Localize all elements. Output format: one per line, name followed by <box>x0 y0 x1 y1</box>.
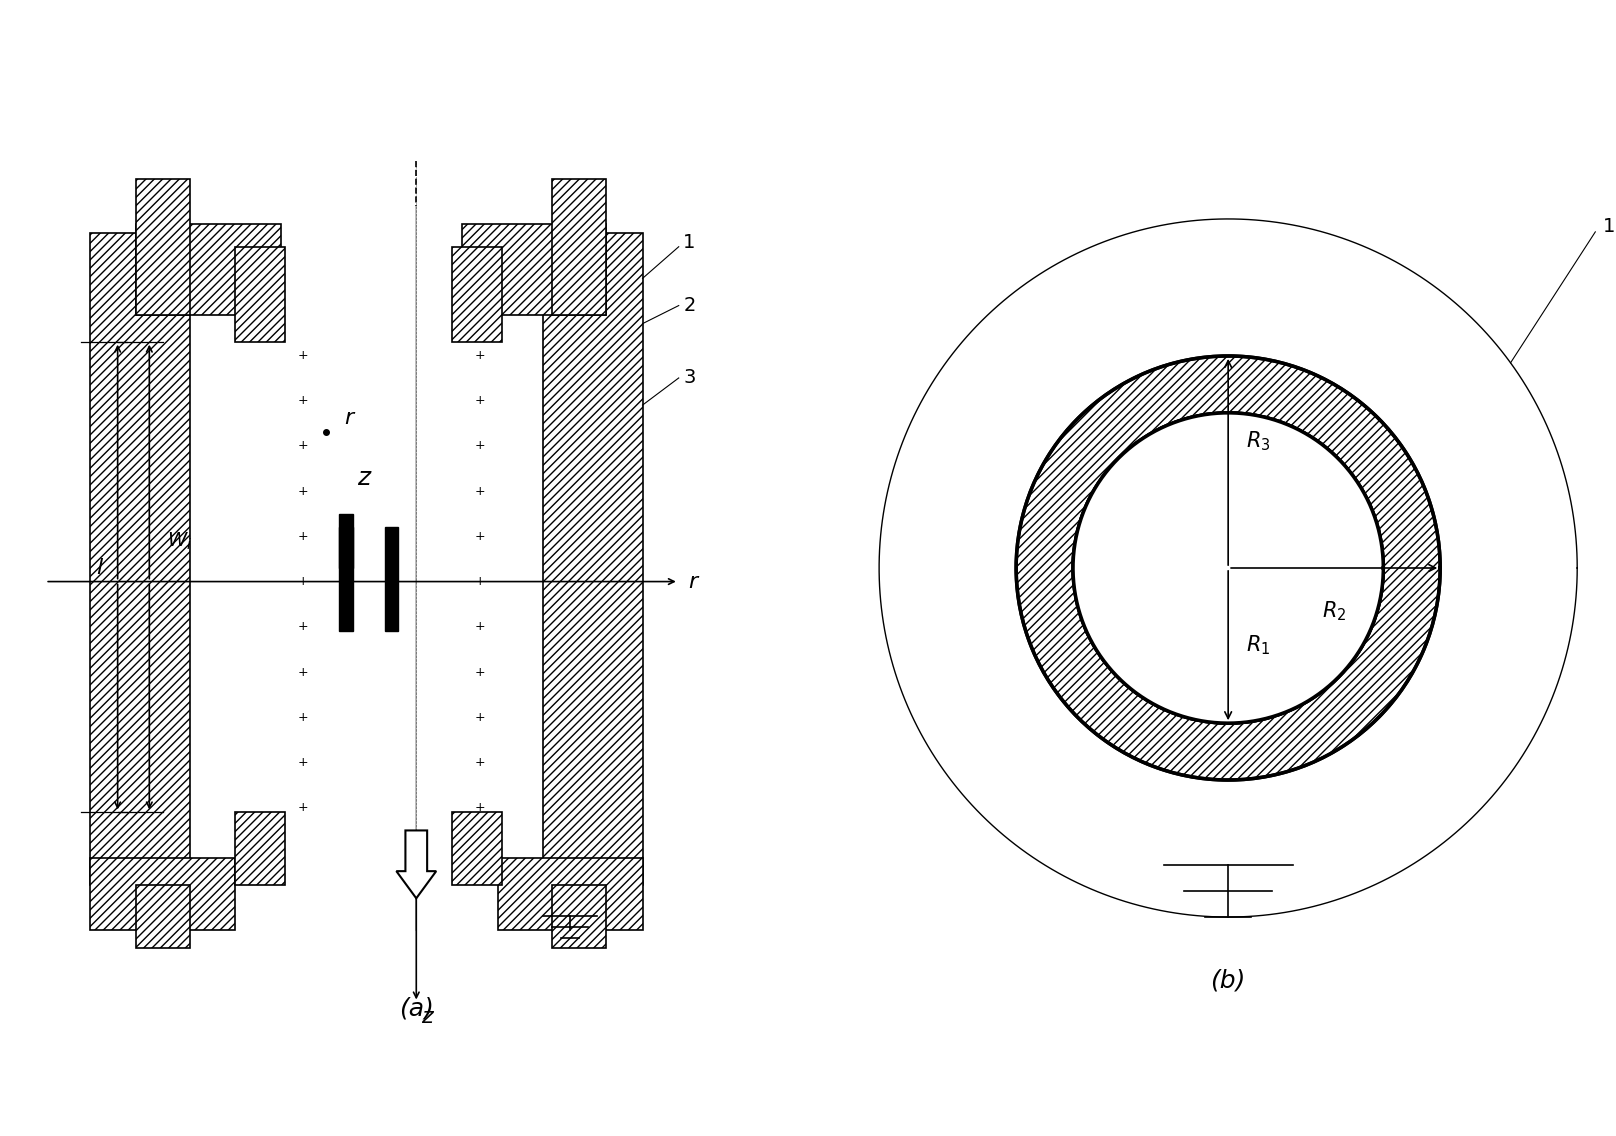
Text: +: + <box>297 529 309 543</box>
Text: +: + <box>475 349 485 362</box>
Bar <box>553 885 606 949</box>
Bar <box>452 247 503 342</box>
Text: 1: 1 <box>1603 217 1616 236</box>
Text: +: + <box>475 711 485 724</box>
Text: +: + <box>297 440 309 452</box>
Bar <box>236 812 284 885</box>
Text: +: + <box>475 529 485 543</box>
Bar <box>498 858 643 930</box>
Text: +: + <box>475 666 485 678</box>
Text: $R_1$: $R_1$ <box>1246 634 1270 658</box>
Text: +: + <box>297 801 309 815</box>
Text: +: + <box>475 485 485 498</box>
Text: $R_2$: $R_2$ <box>1322 599 1346 623</box>
Text: 3: 3 <box>684 368 695 387</box>
Text: $r$: $r$ <box>688 571 700 592</box>
Bar <box>553 178 606 315</box>
Text: (b): (b) <box>1210 969 1246 993</box>
Text: +: + <box>297 394 309 407</box>
Bar <box>136 224 281 315</box>
Bar <box>236 247 284 342</box>
Text: $r$: $r$ <box>344 408 356 428</box>
Circle shape <box>1073 412 1383 724</box>
Bar <box>452 812 503 885</box>
Bar <box>339 513 352 568</box>
Text: $l$: $l$ <box>95 558 103 578</box>
Bar <box>136 885 191 949</box>
Text: $W_i$: $W_i$ <box>168 531 192 551</box>
Text: 1: 1 <box>684 233 695 252</box>
Bar <box>543 233 643 885</box>
Text: $z$: $z$ <box>357 466 373 490</box>
Text: +: + <box>475 620 485 634</box>
Text: 2: 2 <box>684 296 695 315</box>
Polygon shape <box>396 830 436 899</box>
Text: $z$: $z$ <box>420 1006 435 1027</box>
Text: (a): (a) <box>399 996 433 1020</box>
Text: +: + <box>475 440 485 452</box>
Bar <box>136 178 191 315</box>
Text: +: + <box>297 711 309 724</box>
Bar <box>462 224 606 315</box>
Text: +: + <box>475 575 485 588</box>
Bar <box>385 527 398 632</box>
Text: +: + <box>297 349 309 362</box>
Text: +: + <box>475 801 485 815</box>
Text: +: + <box>297 575 309 588</box>
Text: +: + <box>297 666 309 678</box>
Bar <box>90 233 191 885</box>
Text: +: + <box>297 485 309 498</box>
Bar <box>339 527 352 632</box>
Text: +: + <box>475 394 485 407</box>
Text: $R_3$: $R_3$ <box>1246 429 1270 452</box>
Text: +: + <box>297 757 309 769</box>
Text: +: + <box>475 757 485 769</box>
Text: +: + <box>297 620 309 634</box>
Bar <box>90 858 236 930</box>
